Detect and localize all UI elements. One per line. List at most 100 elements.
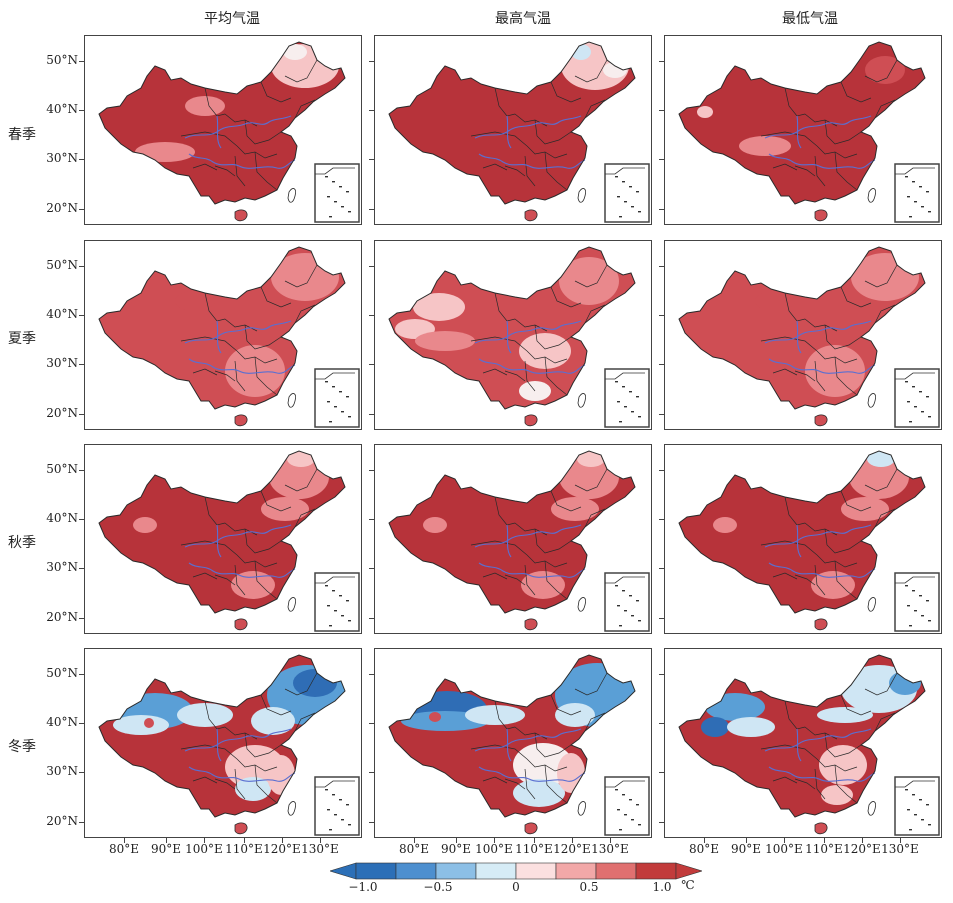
latitude-tick xyxy=(369,110,374,111)
taiwan-island xyxy=(577,801,586,816)
inset-island-mark xyxy=(332,590,335,592)
map-panel-autumn-min-temp xyxy=(664,444,942,634)
inset-island-mark xyxy=(624,814,627,816)
anomaly-patch xyxy=(713,517,737,533)
anomaly-patch xyxy=(557,753,585,793)
inset-coastline xyxy=(315,167,355,175)
province-boundary xyxy=(192,572,218,580)
province-boundary xyxy=(574,264,608,288)
latitude-tick xyxy=(369,61,374,62)
inset-island-mark xyxy=(341,819,344,821)
longitude-tick xyxy=(414,838,415,843)
province-boundary xyxy=(294,304,316,324)
anomaly-patch xyxy=(175,291,215,311)
hainan-island xyxy=(234,414,248,427)
inset-island-mark xyxy=(909,625,912,627)
inset-coastline xyxy=(605,372,645,380)
river-line xyxy=(474,320,582,344)
inset-island-mark xyxy=(339,186,342,188)
map-panel-spring-mean-temp xyxy=(84,35,362,225)
latitude-tick xyxy=(659,266,664,267)
hainan-island xyxy=(234,822,248,835)
province-boundary xyxy=(284,59,318,83)
inset-island-mark xyxy=(348,211,351,213)
longitude-label: 90°E xyxy=(730,842,762,856)
inset-island-mark xyxy=(912,590,915,592)
colorbar-segment xyxy=(435,862,477,880)
inset-island-mark xyxy=(631,615,634,617)
latitude-tick xyxy=(659,772,664,773)
colorbar-segment xyxy=(395,862,437,880)
latitude-tick xyxy=(369,772,374,773)
hainan-island xyxy=(814,209,828,222)
province-boundary xyxy=(284,672,318,696)
south-china-sea-inset xyxy=(604,572,650,632)
latitude-tick xyxy=(79,315,84,316)
inset-island-mark xyxy=(348,416,351,418)
river-line xyxy=(796,320,802,354)
province-boundary xyxy=(824,324,862,350)
inset-island-mark xyxy=(914,406,917,408)
province-boundary xyxy=(180,540,238,556)
anomaly-patch xyxy=(269,455,329,499)
province-boundary xyxy=(494,87,516,117)
anomaly-patch xyxy=(423,517,447,533)
longitude-tick xyxy=(166,838,167,843)
longitude-tick xyxy=(824,838,825,843)
river-line xyxy=(768,562,876,578)
province-boundary xyxy=(864,672,898,696)
longitude-label: 130°E xyxy=(301,842,339,856)
inset-island-mark xyxy=(926,804,929,806)
anomaly-patch xyxy=(135,142,195,162)
province-boundary xyxy=(834,151,858,191)
anomaly-patch xyxy=(811,571,855,599)
colorbar-extend-low xyxy=(330,862,357,880)
longitude-tick xyxy=(900,838,901,843)
inset-island-mark xyxy=(928,211,931,213)
taiwan-island xyxy=(867,801,876,816)
south-china-sea-inset xyxy=(604,368,650,428)
inset-island-mark xyxy=(341,615,344,617)
anomaly-patch xyxy=(521,571,565,599)
river-line xyxy=(184,320,292,344)
province-boundary xyxy=(574,672,608,696)
map-panel-winter-mean-temp xyxy=(84,648,362,838)
inset-island-mark xyxy=(629,186,632,188)
longitude-label: 120°E xyxy=(263,842,301,856)
south-china-sea-inset xyxy=(894,776,940,836)
latitude-tick xyxy=(369,414,374,415)
province-boundary xyxy=(534,732,572,758)
anomaly-patch xyxy=(889,671,921,695)
colorbar-segment xyxy=(635,862,677,880)
inset-island-mark xyxy=(332,181,335,183)
river-line xyxy=(188,358,296,374)
province-boundary xyxy=(544,356,568,396)
anomaly-patch xyxy=(559,455,619,499)
latitude-tick xyxy=(659,209,664,210)
inset-island-mark xyxy=(325,789,328,791)
river-line xyxy=(796,524,802,558)
map-svg xyxy=(388,450,650,632)
hainan-island xyxy=(234,618,248,631)
river-line xyxy=(764,524,872,548)
hainan-island xyxy=(814,822,828,835)
province-boundary xyxy=(584,508,606,528)
latitude-tick xyxy=(659,568,664,569)
province-boundary xyxy=(760,540,818,556)
river-line xyxy=(764,320,872,344)
inset-island-mark xyxy=(339,595,342,597)
anomaly-patch xyxy=(867,451,895,467)
anomaly-patch xyxy=(415,331,475,351)
river-line xyxy=(188,766,296,782)
province-boundary xyxy=(494,496,516,526)
river-line xyxy=(216,524,222,558)
taiwan-island xyxy=(867,597,876,612)
province-boundary xyxy=(874,508,896,528)
inset-island-mark xyxy=(615,789,618,791)
latitude-tick xyxy=(79,618,84,619)
anomaly-patch xyxy=(185,96,225,116)
longitude-tick xyxy=(124,838,125,843)
latitude-label: 40°N xyxy=(46,307,78,321)
south-china-sea-inset xyxy=(894,572,940,632)
province-boundary xyxy=(550,286,582,308)
